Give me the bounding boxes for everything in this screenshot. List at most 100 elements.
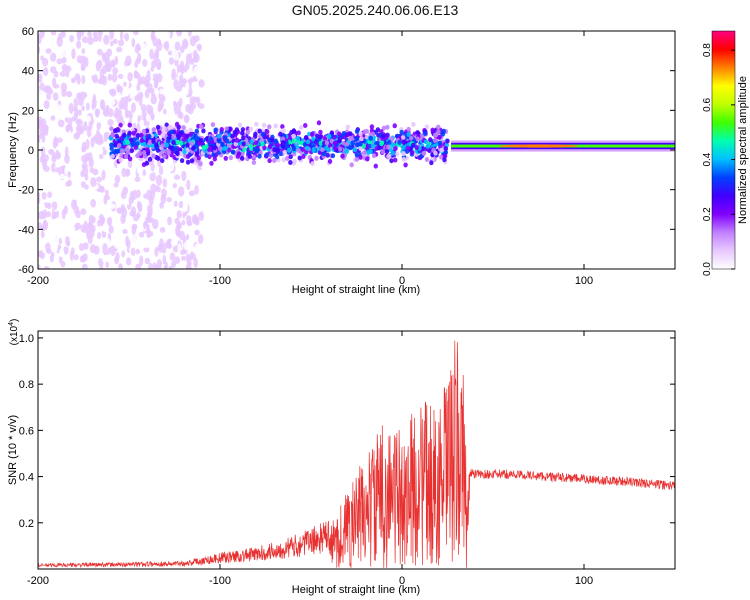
spectrogram-cell [148,87,155,94]
spectrogram-cell [247,153,253,159]
spectrogram-cell [97,48,103,56]
spectrogram-cell [102,223,108,233]
spectrogram-cell [350,140,356,146]
spectrogram-cell [340,236,344,242]
spectrogram-cell [278,40,282,46]
spectrogram-cell [123,81,127,87]
spectrogram-cell [88,221,93,231]
spectrogram-cell [205,74,209,80]
spectrogram-cell [48,176,54,183]
spectrogram-cell [117,143,122,149]
spectrogram-cell [189,140,194,146]
spectrogram-cell [194,229,200,236]
spectrogram-cell [358,141,363,147]
spectrogram-cell [183,129,189,135]
spectrogram-cell [92,35,99,42]
spectrogram-cell [116,162,123,172]
spectrogram-cell [207,145,213,151]
spectrogram-cell [136,200,141,210]
spectrogram-cell [88,157,94,168]
spectrogram-cell [40,146,46,157]
spectrogram-cell [181,125,186,131]
spectrogram-cell [159,226,166,233]
spectrogram-cell [185,159,191,165]
spectrogram-cell [125,110,133,118]
spectrogram-cell [41,108,47,114]
spectrogram-cell [39,155,45,164]
spectrogram-cell [251,154,257,160]
spectrogram-cell [120,102,126,110]
spectrogram-cell [297,120,301,126]
spectrogram-cell [210,122,216,128]
spectrogram-cell [234,137,240,143]
spectrogram-cell [372,77,376,83]
spectrogram-cell [185,234,190,241]
spectrogram-cell [110,61,116,68]
spectrogram-cell [185,154,191,160]
spectrogram-cell [161,193,166,201]
spectrogram-cell [90,177,97,188]
spectrogram-cell [275,113,279,119]
spectrogram-cell [108,98,116,106]
spectrogram-cell [330,153,336,159]
spectrogram-cell [401,145,406,151]
spectrogram-cell [198,79,205,88]
spectrogram-cell [169,252,176,261]
spectrogram-cell [48,148,55,156]
spectrogram-cell [50,52,57,62]
spectrogram-cell [374,44,378,50]
x-tick-label: 0 [399,575,405,587]
spectrogram-cell [134,176,141,183]
spectrogram-cell [381,133,386,139]
spectrogram-cell [294,79,298,85]
spectrogram-cell [181,170,187,182]
spectrogram-cell [145,217,152,223]
spectrogram-cell [292,226,296,232]
spectrogram-cell [354,152,360,158]
spectrogram-cell [59,70,66,77]
spectrogram-cell [359,230,363,236]
spectrogram-cell [164,142,169,148]
spectrogram-cell [284,239,288,245]
spectrogram-cell [133,144,139,150]
spectrogram-cell [145,189,152,201]
spectrogram-cell [70,247,75,256]
spectrogram-cell [286,82,290,88]
spectrogram-cell [64,117,69,123]
spectrogram-cell [62,31,66,38]
spectrogram-cell [174,41,181,51]
spectrogram-cell [143,120,150,127]
spectrogram-cell [77,109,82,116]
spectrogram-cell [97,34,102,42]
spectrogram-cell [359,136,364,142]
spectrogram-cell [155,124,161,130]
y-tick-label: 1.0 [19,333,34,345]
spectrogram-cell [42,219,48,227]
spectrogram-cell [254,121,259,127]
spectrogram-cell [334,185,338,191]
spectrogram-cell [362,150,367,156]
spectrogram-cell [173,101,178,110]
spectrogram-cell [346,65,350,71]
spectrogram-cell [162,126,167,132]
spectrogram-cell [96,122,102,130]
spectrogram-cell [65,90,73,98]
spectrogram-cell [203,46,207,52]
spectrogram-cell [141,109,147,119]
spectrogram-cell [268,197,272,203]
spectrogram-cell [217,251,221,257]
spectrogram-cell [174,51,179,61]
spectrogram-cell [291,146,297,152]
spectrogram-cell [91,73,98,82]
spectrogram-y-axis: -60 -40 -20 0 20 40 60 [18,26,675,276]
spectrogram-cell [108,161,114,171]
spectrogram-cell [38,192,41,198]
spectrogram-cell [99,75,105,84]
spectrogram-cell [131,37,136,48]
spectrogram-cell [125,149,131,155]
spectrogram-cell [109,142,114,148]
spectrogram-cell [301,240,305,246]
spectrogram-cell [275,148,281,154]
spectrogram-cell [46,86,52,92]
spectrogram-cell [166,197,172,203]
